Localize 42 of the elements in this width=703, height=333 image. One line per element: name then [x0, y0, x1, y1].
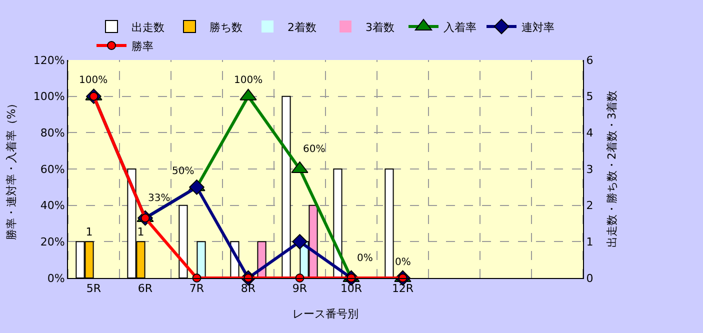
y-axis-title: 勝率・連対率・入着率（%）: [4, 98, 18, 240]
legend-label: 入着率: [444, 20, 476, 34]
data-label: 50%: [172, 166, 194, 177]
y2-tick-label: 3: [586, 162, 594, 176]
y2-tick-label: 0: [586, 272, 594, 285]
data-label: 60%: [303, 144, 326, 155]
x-tick-label: 9R: [292, 282, 308, 296]
data-label: 1: [86, 226, 93, 239]
x-tick-label: 8R: [240, 282, 256, 296]
y-tick-label: 0%: [47, 272, 65, 285]
legend-label: 2着数: [288, 20, 316, 34]
x-tick-label: 5R: [86, 282, 102, 296]
y2-tick-label: 6: [586, 54, 594, 67]
data-label: 33%: [148, 193, 170, 204]
y-tick-label: 120%: [33, 54, 65, 67]
legend-label: 連対率: [522, 20, 554, 34]
y2-tick-label: 1: [586, 236, 594, 249]
data-label: 100%: [79, 75, 108, 86]
y-tick-label: 80%: [40, 126, 65, 140]
point: [189, 180, 204, 195]
legend-label: 3着数: [366, 20, 394, 34]
x-axis-title: レース番号別: [292, 307, 358, 320]
legend-label: 勝ち数: [210, 20, 242, 34]
point: [292, 234, 308, 250]
data-label: 0%: [357, 253, 373, 264]
y-tick-label: 20%: [40, 236, 65, 249]
y-tick-label: 60%: [40, 162, 65, 176]
x-tick-label: 7R: [189, 282, 204, 296]
y-tick-label: 100%: [33, 90, 65, 104]
y2-tick-label: 5: [586, 90, 594, 104]
legend-label: 勝率: [132, 40, 154, 53]
x-tick-label: 10R: [340, 282, 362, 296]
y2-tick-label: 2: [586, 199, 594, 212]
data-label: 1: [137, 226, 144, 239]
y-tick-label: 40%: [40, 199, 65, 212]
y2-tick-label: 4: [586, 126, 594, 140]
legend-label: 出走数: [132, 20, 164, 34]
x-tick-label: 6R: [138, 282, 153, 296]
x-tick-label: 12R: [392, 282, 414, 296]
data-label: 100%: [234, 75, 263, 86]
y2-axis-title: 出走数・勝ち数・2着数・3着数: [605, 90, 618, 248]
data-label: 0%: [395, 257, 411, 268]
